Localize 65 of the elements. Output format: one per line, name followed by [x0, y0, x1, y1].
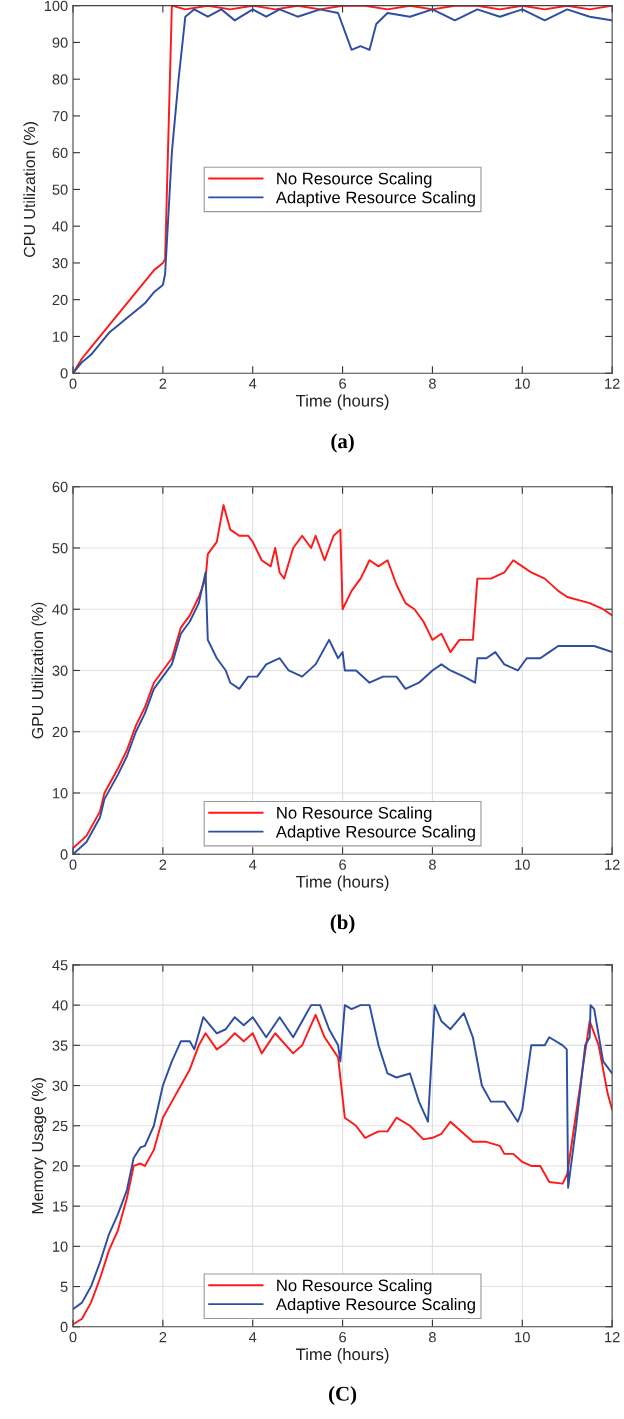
x-tick-label: 8 [429, 378, 436, 389]
x-tick-label: 10 [515, 378, 530, 389]
y-tick-label: 100 [44, 0, 68, 12]
x-axis-title: Time (hours) [296, 875, 389, 891]
y-tick-label: 35 [52, 1040, 68, 1051]
x-tick-label: 4 [249, 378, 257, 389]
y-tick-label: 20 [52, 294, 68, 306]
y-tick-label: 40 [52, 604, 68, 615]
y-tick-label: 0 [60, 849, 68, 860]
y-tick-label: 60 [52, 481, 68, 493]
y-tick-label: 20 [52, 726, 68, 738]
x-tick-label: 0 [69, 1332, 77, 1343]
legend-label: No Resource Scaling [277, 172, 432, 188]
y-tick-label: 30 [52, 1080, 68, 1091]
x-tick-label: 0 [69, 378, 77, 389]
y-tick-label: 90 [52, 37, 68, 48]
y-tick-label: 80 [52, 74, 68, 85]
legend-label: Adaptive Resource Scaling [275, 191, 475, 207]
y-tick-label: 30 [52, 258, 68, 269]
y-tick-label: 40 [52, 1000, 68, 1011]
text: (a) [331, 433, 354, 453]
x-tick-label: 6 [339, 859, 346, 870]
x-tick-label: 2 [159, 1332, 167, 1343]
y-tick-label: 50 [52, 184, 68, 195]
y-tick-label: 5 [60, 1281, 68, 1292]
y-tick-label: 40 [52, 221, 68, 232]
legend-label: No Resource Scaling [277, 1279, 432, 1295]
y-tick-label: 45 [52, 960, 68, 971]
y-tick-label: 10 [53, 331, 68, 342]
line-series [73, 504, 613, 850]
x-tick-label: 0 [69, 859, 77, 870]
x-axis-title: Time (hours) [296, 1348, 389, 1364]
y-tick-label: 50 [52, 543, 68, 554]
x-tick-label: 4 [249, 1332, 257, 1343]
y-axis-title: GPU Utilization (%) [31, 602, 47, 739]
text: (b) [330, 914, 355, 934]
y-axis-title: CPU Utilization (%) [23, 122, 39, 257]
legend-label: Adaptive Resource Scaling [275, 825, 475, 841]
y-tick-label: 25 [52, 1120, 68, 1132]
y-tick-label: 10 [53, 1241, 68, 1252]
y-tick-label: 10 [53, 788, 68, 799]
y-tick-label: 15 [53, 1201, 68, 1212]
x-tick-label: 12 [605, 859, 620, 870]
y-tick-label: 20 [52, 1161, 68, 1172]
y-tick-label: 0 [60, 368, 68, 379]
x-tick-label: 8 [429, 1332, 436, 1343]
x-tick-label: 10 [515, 859, 530, 870]
y-tick-label: 30 [52, 665, 68, 676]
x-axis-title: Time (hours) [296, 394, 389, 410]
x-tick-label: 8 [429, 859, 436, 870]
x-tick-label: 6 [339, 1332, 346, 1343]
x-tick-label: 2 [159, 378, 167, 389]
x-tick-label: 10 [515, 1332, 530, 1343]
x-tick-label: 6 [339, 378, 346, 389]
text: (C) [329, 1386, 357, 1405]
legend-label: No Resource Scaling [277, 806, 432, 823]
y-axis-title: Memory Usage (%) [31, 1078, 47, 1214]
x-tick-label: 12 [605, 1332, 620, 1343]
x-tick-label: 12 [605, 378, 620, 389]
y-tick-label: 60 [52, 147, 68, 159]
y-tick-label: 0 [60, 1321, 68, 1333]
legend-label: Adaptive Resource Scaling [275, 1297, 475, 1314]
x-tick-label: 4 [249, 859, 257, 870]
x-tick-label: 2 [159, 859, 167, 870]
y-tick-label: 70 [52, 111, 68, 122]
